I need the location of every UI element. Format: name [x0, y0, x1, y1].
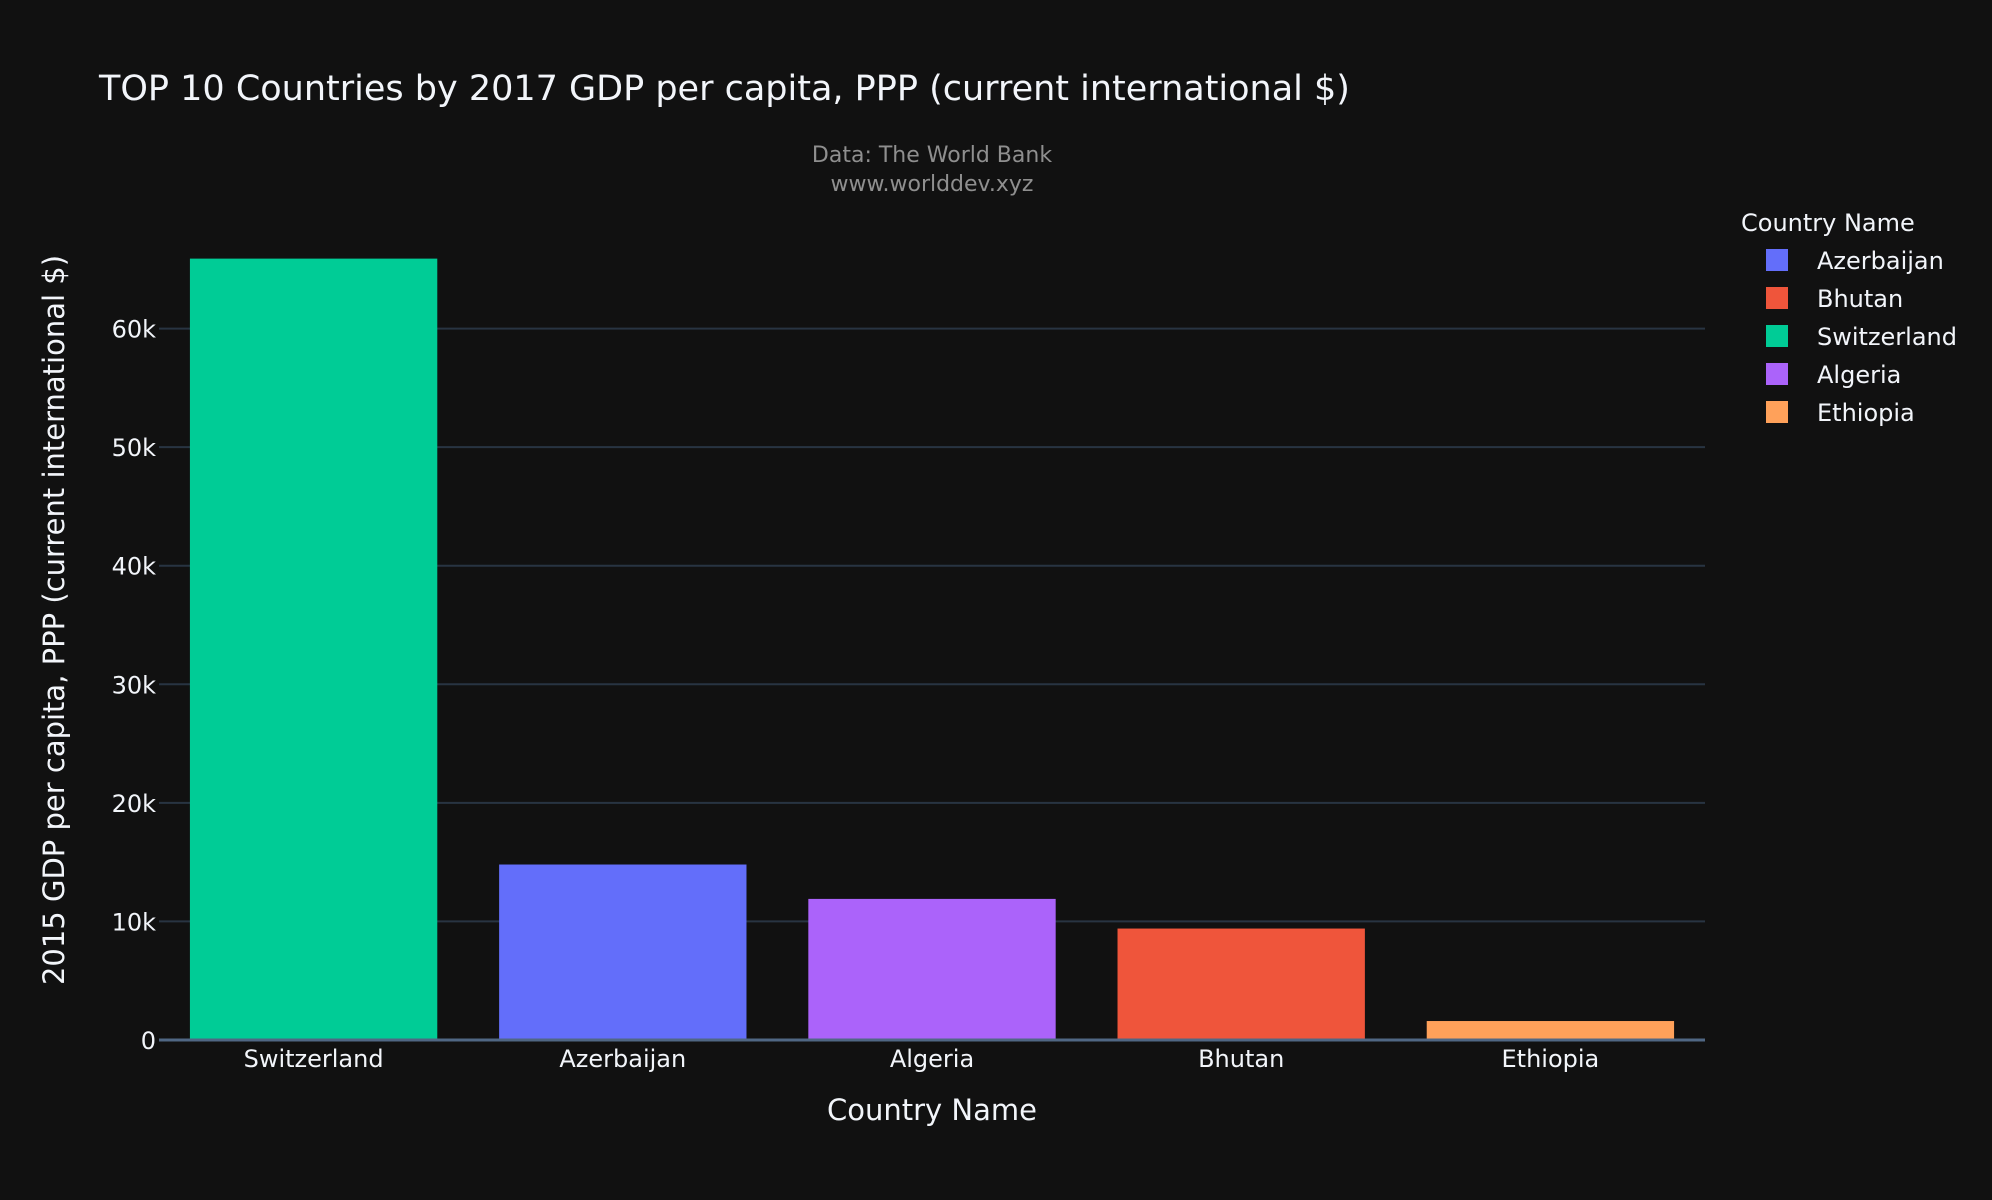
bars	[189, 258, 1675, 1041]
legend-items: Azerbaijan Bhutan Switzerland Algeria Ethiop…	[1766, 247, 1957, 427]
chart-subtitle-url: www.worlddev.xyz	[831, 172, 1034, 197]
chart-subtitle-source: Data: The World Bank	[812, 143, 1052, 168]
y-tick-label: 30k	[112, 671, 157, 699]
legend-swatch	[1766, 401, 1788, 423]
legend-label: Algeria	[1817, 361, 1901, 389]
legend-swatch	[1766, 287, 1788, 309]
legend-item[interactable]: Algeria	[1766, 361, 1901, 389]
x-tick-label: Bhutan	[1198, 1045, 1284, 1073]
legend-item[interactable]: Bhutan	[1766, 285, 1903, 313]
y-tick-label: 60k	[112, 316, 157, 344]
y-tick-label: 10k	[112, 908, 157, 936]
chart-title: TOP 10 Countries by 2017 GDP per capita,…	[98, 69, 1350, 109]
legend-swatch	[1766, 363, 1788, 385]
y-tick-label: 20k	[112, 790, 157, 818]
bar-switzerland	[189, 258, 438, 1041]
y-tick-label: 50k	[112, 434, 157, 462]
x-axis-ticks: Switzerland Azerbaijan Algeria Bhutan Ethiop…	[244, 1045, 1600, 1073]
x-tick-label: Algeria	[890, 1045, 974, 1073]
legend-swatch	[1766, 325, 1788, 347]
x-tick-label: Azerbaijan	[559, 1045, 686, 1073]
legend-label: Switzerland	[1817, 323, 1957, 351]
legend: Country Name Azerbaijan Bhutan Switzerland…	[1741, 209, 1957, 427]
legend-label: Bhutan	[1817, 285, 1903, 313]
x-axis-title: Country Name	[827, 1093, 1037, 1127]
x-tick-label: Ethiopia	[1502, 1045, 1600, 1073]
legend-label: Azerbaijan	[1817, 247, 1944, 275]
bar-bhutan	[1117, 928, 1365, 1040]
x-tick-label: Switzerland	[244, 1045, 384, 1073]
legend-swatch	[1766, 249, 1788, 271]
legend-item[interactable]: Ethiopia	[1766, 399, 1915, 427]
legend-item[interactable]: Switzerland	[1766, 323, 1957, 351]
y-axis-title: 2015 GDP per capita, PPP (current intern…	[37, 255, 71, 985]
y-tick-label: 0	[141, 1027, 156, 1055]
bar-azerbaijan	[499, 864, 747, 1040]
y-axis-ticks: 0 10k 20k 30k 40k 50k 60k	[112, 316, 157, 1055]
legend-title: Country Name	[1741, 209, 1915, 237]
bar-ethiopia	[1426, 1021, 1675, 1040]
y-tick-label: 40k	[112, 553, 157, 581]
bar-algeria	[808, 898, 1056, 1040]
legend-label: Ethiopia	[1817, 399, 1915, 427]
legend-item[interactable]: Azerbaijan	[1766, 247, 1944, 275]
